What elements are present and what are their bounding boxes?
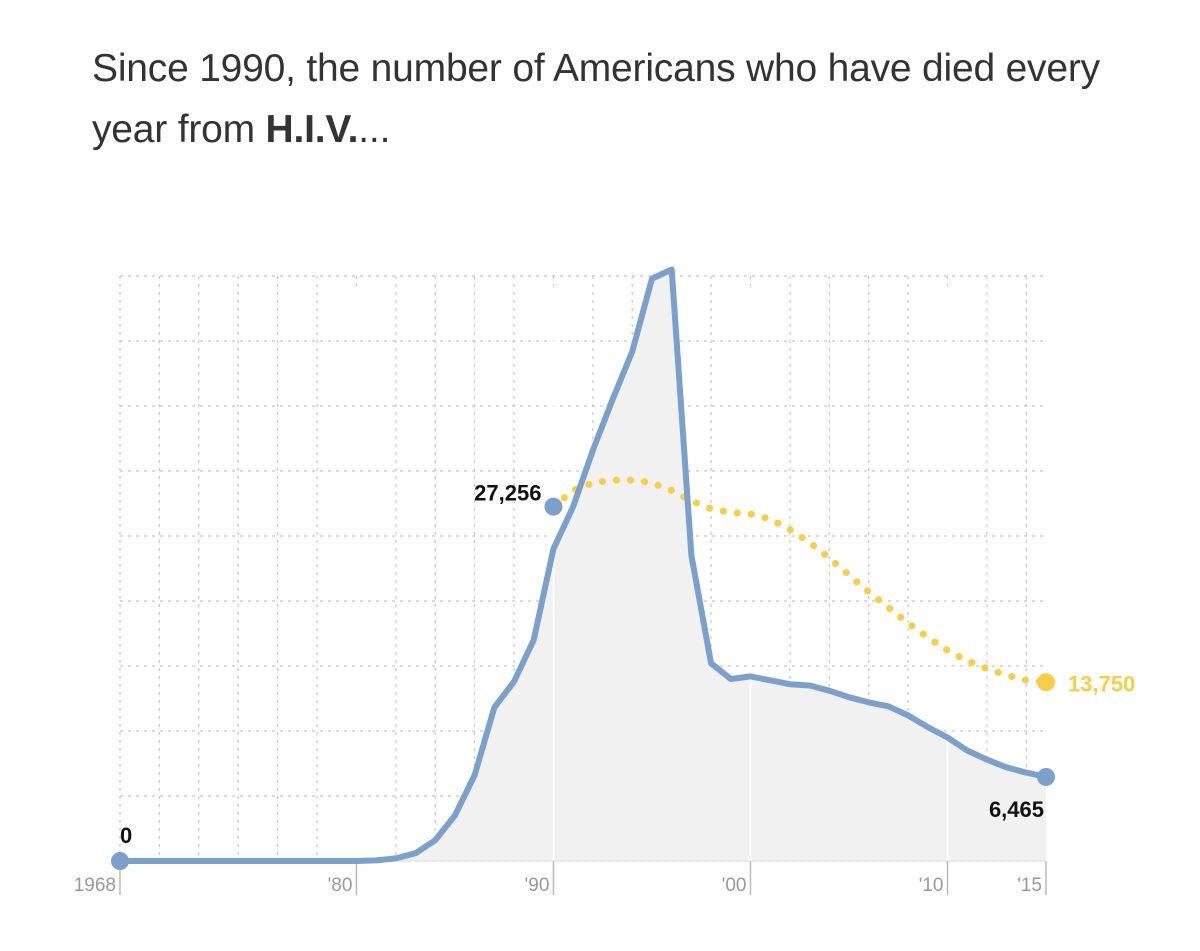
endpoint-marker xyxy=(111,852,129,870)
x-tick-label: '90 xyxy=(525,875,550,896)
x-tick-label: 1968 xyxy=(74,875,116,896)
data-label: 27,256 xyxy=(474,481,541,506)
endpoint-marker xyxy=(1037,673,1055,692)
x-axis: 1968 '80 '90 '00 '10 '15 xyxy=(74,860,1047,896)
x-tick-label: '15 xyxy=(1017,875,1042,896)
data-label: 6,465 xyxy=(989,797,1044,822)
series-lines xyxy=(117,266,1050,864)
title-emphasis: H.I.V. xyxy=(265,108,359,151)
data-label: 0 xyxy=(120,823,132,848)
x-tick-label: '80 xyxy=(328,875,353,896)
comparison-series-line xyxy=(549,476,1050,686)
decade-reference-lines xyxy=(355,286,949,861)
endpoint-marker xyxy=(544,497,563,516)
endpoint-markers xyxy=(111,497,1055,870)
x-tick-label: '00 xyxy=(722,875,747,896)
chart-title: Since 1990, the number of Americans who … xyxy=(92,38,1132,160)
endpoint-marker xyxy=(1037,767,1055,786)
x-tick-label: '10 xyxy=(919,875,944,896)
hiv-series-line xyxy=(117,266,1049,864)
data-labels: 0 27,256 6,465 13,750 xyxy=(120,481,1135,848)
title-text: Since 1990, the number of Americans who … xyxy=(92,47,1100,151)
data-label: 13,750 xyxy=(1068,671,1135,696)
area-layer xyxy=(120,269,1046,861)
area-under-hiv-line xyxy=(120,269,1046,861)
title-ellipsis: ... xyxy=(358,108,391,151)
